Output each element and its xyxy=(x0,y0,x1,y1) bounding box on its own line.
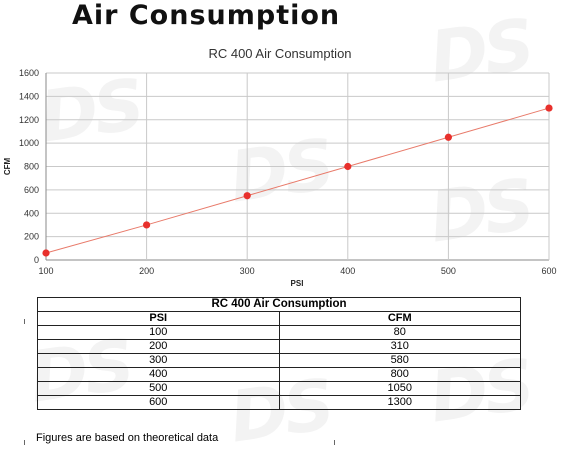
data-point xyxy=(42,249,50,257)
x-axis: 100 200 300 400 500 600 xyxy=(38,266,556,276)
decorative-tick xyxy=(24,319,25,324)
data-point xyxy=(444,133,452,141)
line-chart: RC 400 Air Consumption 0 200 400 600 800 1000… xyxy=(3,46,557,288)
data-point xyxy=(243,192,251,200)
table-cell-psi: 200 xyxy=(37,339,280,354)
x-tick-label: 600 xyxy=(541,266,556,276)
x-tick-label: 100 xyxy=(38,266,53,276)
x-tick-label: 200 xyxy=(139,266,154,276)
table-cell-psi: 400 xyxy=(37,367,280,382)
data-point xyxy=(344,162,352,171)
y-axis-label: CFM xyxy=(3,158,12,176)
series-line xyxy=(45,107,550,254)
decorative-tick xyxy=(334,440,335,445)
table-caption-row: RC 400 Air Consumption xyxy=(37,297,521,312)
y-tick-label: 800 xyxy=(24,162,39,172)
table-row: 300 580 xyxy=(37,353,521,368)
chart-title: RC 400 Air Consumption xyxy=(208,46,351,61)
table-cell-cfm: 80 xyxy=(278,325,521,340)
x-tick-label: 500 xyxy=(441,266,456,276)
x-axis-label: PSI xyxy=(291,279,304,288)
y-tick-label: 0 xyxy=(34,255,39,265)
table-row: 600 1300 xyxy=(37,395,521,410)
table-row: 500 1050 xyxy=(37,381,521,396)
table-cell-psi: 600 xyxy=(37,395,280,410)
x-tick-label: 300 xyxy=(240,266,255,276)
data-point xyxy=(143,221,151,229)
table-cell-psi: 100 xyxy=(37,325,280,340)
footnote: Figures are based on theoretical data xyxy=(36,432,219,444)
table-cell-psi: 300 xyxy=(37,353,280,368)
table-cell-cfm: 580 xyxy=(278,353,521,368)
table-cell-cfm: 310 xyxy=(278,339,521,354)
y-tick-label: 1400 xyxy=(19,91,39,101)
y-tick-label: 1600 xyxy=(19,68,39,78)
table-row: 100 80 xyxy=(37,325,521,340)
y-tick-label: 400 xyxy=(24,208,39,218)
chart-series xyxy=(42,104,553,257)
table-cell-cfm: 800 xyxy=(278,367,521,382)
table-cell-cfm: 1300 xyxy=(278,395,521,410)
data-table: RC 400 Air Consumption PSI CFM 100 80 20… xyxy=(37,297,521,410)
table-row: 200 310 xyxy=(37,339,521,354)
table-cell-psi: 500 xyxy=(37,381,280,396)
data-point xyxy=(545,104,553,112)
y-axis: 0 200 400 600 800 1000 1200 1400 1600 xyxy=(19,68,39,265)
x-tick-label: 400 xyxy=(340,266,355,276)
table-row: 400 800 xyxy=(37,367,521,382)
decorative-tick xyxy=(24,440,25,445)
table-header-row: PSI CFM xyxy=(37,311,521,326)
table-caption: RC 400 Air Consumption xyxy=(37,297,521,312)
table-cell-cfm: 1050 xyxy=(278,381,521,396)
y-tick-label: 1000 xyxy=(19,138,39,148)
table-header-psi: PSI xyxy=(37,311,280,326)
y-tick-label: 1200 xyxy=(19,115,39,125)
page-title: Air Consumption xyxy=(72,0,341,31)
y-tick-label: 600 xyxy=(24,185,39,195)
y-tick-label: 200 xyxy=(24,232,39,242)
table-header-cfm: CFM xyxy=(278,311,521,326)
